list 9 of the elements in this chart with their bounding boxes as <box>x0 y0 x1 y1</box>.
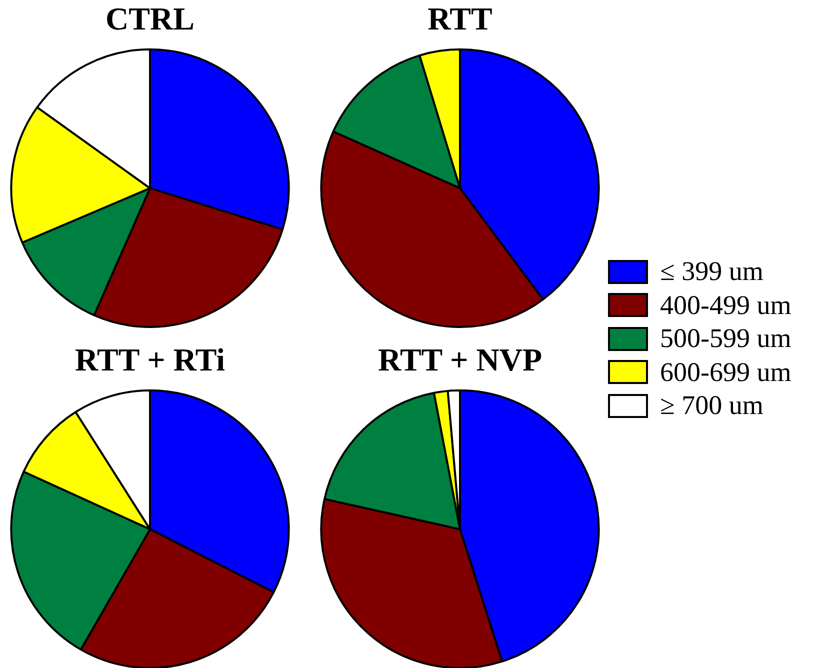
legend-label: 400-499 um <box>660 290 792 321</box>
chart-title: RTT + RTi <box>75 341 226 378</box>
legend-label: 600-699 um <box>660 356 792 388</box>
chart-title: RTT <box>428 0 492 36</box>
legend-label: ≥ 700 um <box>660 390 764 422</box>
legend-label: 500-599 um <box>660 323 792 354</box>
legend-label: ≤ 399 um <box>660 256 764 288</box>
chart-title: CTRL <box>106 0 194 36</box>
chart-title: RTT + NVP <box>378 341 542 378</box>
